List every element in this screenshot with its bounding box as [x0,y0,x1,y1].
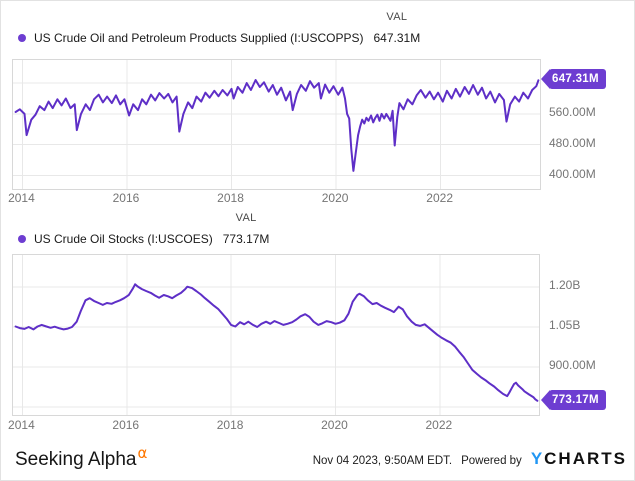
y-axis-tick-label: 900.00M [549,358,596,372]
legend-series-row: US Crude Oil Stocks (I:USCOES) [18,229,213,249]
x-axis-tick-label: 2016 [112,418,140,432]
legend-spacer [18,212,213,213]
ycharts-y-glyph: Y [530,449,545,468]
x-axis-tick-label: 2014 [8,418,35,432]
x-axis-tick-label: 2020 [321,191,349,205]
badge-value: 647.31M [549,69,606,90]
seeking-alpha-logo[interactable]: Seeking Alphaα [15,444,147,471]
y-axis-tick-label: 480.00M [549,135,596,150]
seeking-alpha-wordmark: Seeking Alpha [15,449,137,470]
alpha-glyph-icon: α [137,444,148,462]
latest-value-badge: 647.31M [541,69,606,90]
badge-pointer-icon [541,389,550,410]
y-axis-tick-label: 400.00M [549,166,596,181]
x-axis-tick-label: 2016 [112,191,140,205]
series-color-dot-icon [18,235,26,243]
ycharts-logo[interactable]: YCHARTS [531,449,627,469]
badge-pointer-icon [541,69,550,90]
val-column-header: VAL [386,11,408,23]
y-axis-tick-label: 1.05B [549,318,581,332]
y-axis-tick-label: 1.20B [549,278,581,292]
x-axis-tick-label: 2018 [217,191,244,205]
x-axis-tick-label: 2022 [426,191,453,205]
legend-series-row: US Crude Oil and Petroleum Products Supp… [18,28,363,48]
series-name: US Crude Oil and Petroleum Products Supp… [34,31,364,45]
chart-legend: VAL US Crude Oil Stocks (I:USCOES) 773.1… [18,212,269,249]
latest-value-badge: 773.17M [541,389,606,410]
series-name: US Crude Oil Stocks (I:USCOES) [34,232,213,246]
series-latest-value: 647.31M [373,31,421,45]
series-color-dot-icon [18,34,26,42]
series-latest-value: 773.17M [222,232,270,246]
timestamp: Nov 04 2023, 9:50AM EDT. [312,455,453,467]
x-axis-tick-label: 2014 [8,191,35,205]
footer-bar: Seeking Alphaα Nov 04 2023, 9:50AM EDT. … [1,434,634,480]
line-chart-plot-area[interactable] [12,254,540,416]
line-chart-plot-area[interactable] [12,59,541,190]
x-axis-tick-label: 2022 [425,418,453,432]
ycharts-wordmark: CHARTS [544,449,627,468]
chart-legend: VAL US Crude Oil and Petroleum Products … [18,11,420,48]
x-axis-tick-label: 2020 [321,418,348,432]
powered-by-label: Powered by [461,455,522,467]
val-column-header: VAL [235,212,257,224]
badge-value: 773.17M [549,389,606,410]
x-axis-tick-label: 2018 [216,418,244,432]
footer-attribution: Nov 04 2023, 9:50AM EDT. Powered by YCHA… [313,449,627,469]
y-axis-tick-label: 560.00M [549,104,596,119]
legend-spacer [18,11,363,12]
